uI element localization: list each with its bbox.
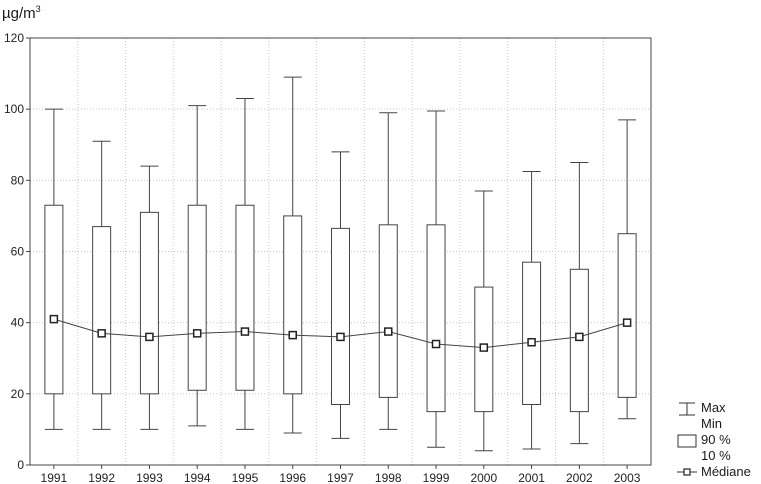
legend-label-p90: 90 % [701,432,731,447]
median-marker [575,332,584,342]
legend-label-p10: 10 % [701,448,731,463]
percentile-box [92,226,112,395]
median-marker [240,327,250,336]
percentile-box [331,227,350,406]
y-tick-label: 100 [4,102,24,116]
median-marker [145,332,154,342]
y-tick-label: 60 [11,245,25,259]
x-tick-label: 2003 [614,471,641,484]
median-marker [336,332,345,342]
x-tick-label: 1999 [423,471,450,484]
percentile-box [522,261,542,406]
x-tick-label: 2001 [518,471,545,484]
median-marker [97,329,106,338]
legend-label-median: Médiane [701,464,751,479]
x-tick-label: 1998 [375,471,402,484]
median-marker-icon [677,468,697,476]
y-axis-unit-exponent: 3 [35,4,41,14]
x-tick-label: 1995 [232,471,259,484]
y-tick-label: 120 [4,31,24,45]
percentile-box [426,224,446,413]
median-marker [384,327,393,336]
y-tick-label: 80 [11,173,25,187]
median-marker [288,330,297,340]
y-tick-label: 0 [17,458,24,472]
median-marker [622,318,632,327]
median-marker [527,337,536,347]
percentile-box [283,215,303,395]
median-marker [479,343,489,352]
whisker-icon [679,402,695,416]
percentile-box [139,211,159,395]
median-marker [431,339,441,349]
x-tick-label: 1997 [327,471,354,484]
y-axis-unit-label: µg/m3 [2,4,41,22]
x-tick-label: 2002 [566,471,593,484]
x-tick-label: 1993 [136,471,163,484]
percentile-box [378,224,398,398]
percentile-box [617,233,637,398]
percentile-box [187,204,207,391]
box-icon [677,434,697,448]
y-axis-unit: µg/m [2,5,36,22]
y-tick-label: 20 [11,387,25,401]
percentile-box [44,204,64,395]
x-tick-label: 1992 [88,471,115,484]
x-tick-label: 1991 [41,471,68,484]
median-marker [192,329,202,338]
x-tick-label: 2000 [470,471,497,484]
x-tick-label: 1994 [184,471,211,484]
x-tick-label: 1996 [279,471,306,484]
y-tick-label: 40 [11,316,25,330]
median-marker [49,314,59,324]
legend-label-max: Max [701,400,726,415]
percentile-box [235,204,255,391]
legend-label-min: Min [701,416,722,431]
